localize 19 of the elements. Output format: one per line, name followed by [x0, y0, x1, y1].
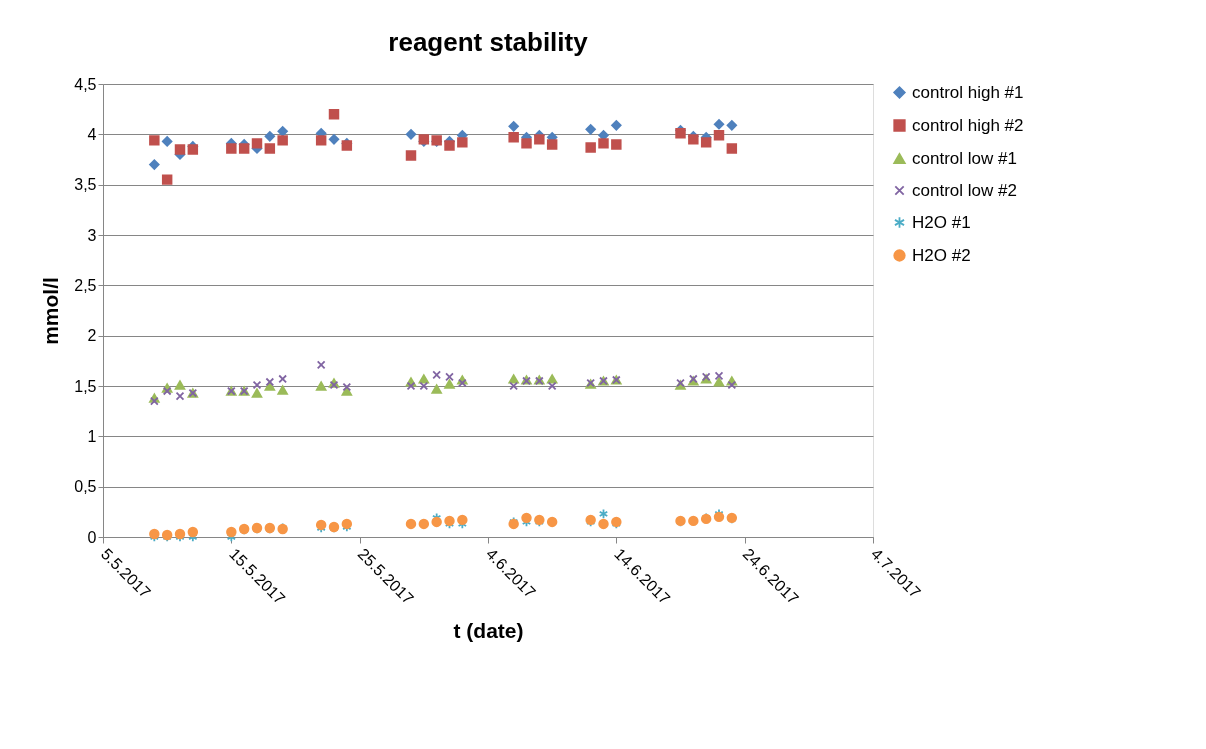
y-tick-label: 3,5: [74, 176, 97, 194]
chart-title: reagent stability: [388, 27, 589, 57]
y-tick-label: 1: [87, 427, 97, 445]
y-tick-label: 0,5: [74, 478, 97, 496]
y-tick-label: 2: [87, 327, 97, 345]
legend-label: control low #1: [912, 148, 1017, 168]
legend-label: control low #2: [912, 180, 1017, 200]
y-tick-label: 0: [87, 528, 97, 546]
y-tick-label: 1,5: [74, 377, 97, 395]
y-axis-title: mmol/l: [39, 277, 63, 345]
x-axis-title: t (date): [453, 619, 524, 643]
legend-label: H2O #2: [912, 245, 971, 265]
legend-label: H2O #1: [912, 212, 971, 232]
legend-label: control high #1: [912, 82, 1024, 102]
y-tick-label: 2,5: [74, 276, 97, 294]
y-tick-label: 4,5: [74, 75, 97, 93]
legend-label: control high #2: [912, 115, 1024, 135]
y-tick-label: 4: [87, 125, 97, 143]
y-tick-label: 3: [87, 226, 97, 244]
